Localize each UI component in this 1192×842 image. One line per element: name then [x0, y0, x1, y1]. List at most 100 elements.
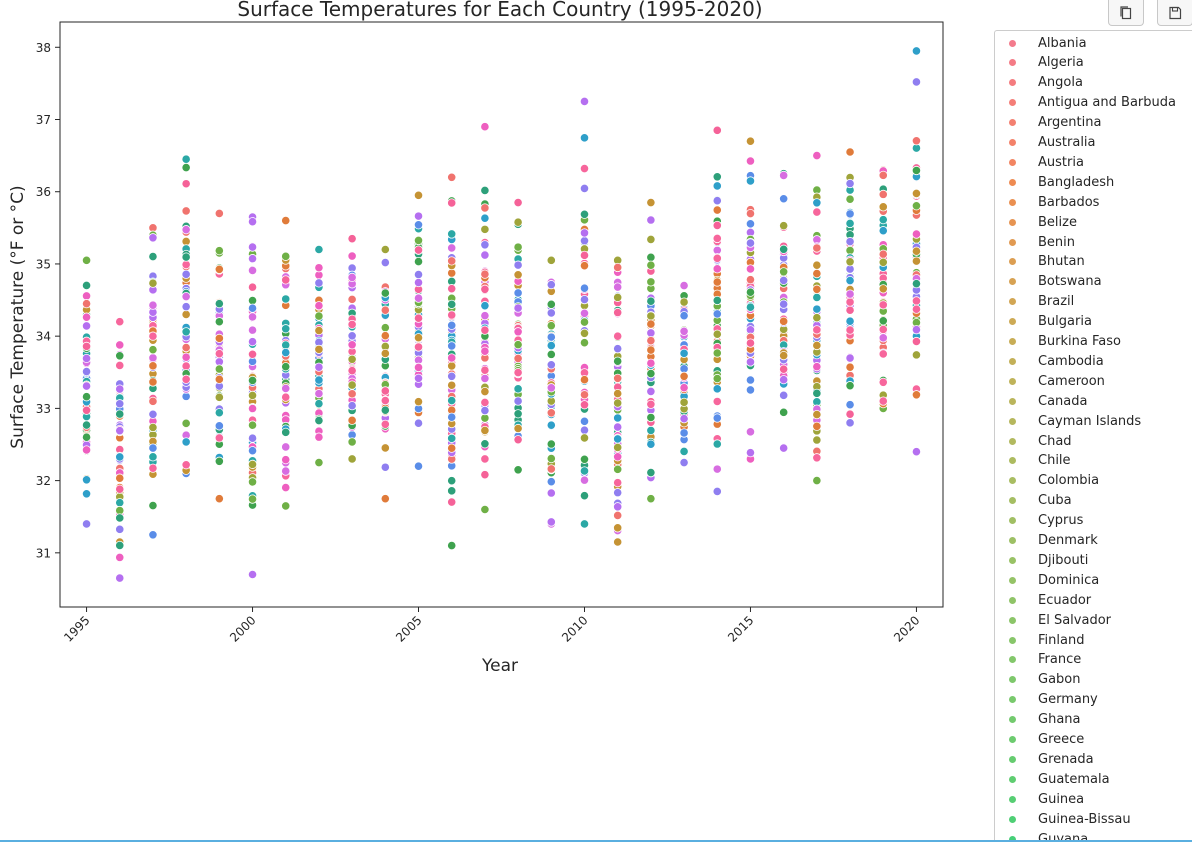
data-point: [546, 349, 556, 359]
legend-item: Argentina: [995, 113, 1101, 133]
data-point: [447, 396, 457, 406]
data-point: [812, 435, 822, 445]
data-point: [845, 275, 855, 286]
data-point: [812, 453, 822, 463]
legend-item: Djibouti: [995, 550, 1088, 570]
y-tick-label: 31: [36, 546, 51, 560]
data-point: [380, 443, 390, 453]
data-point: [181, 460, 191, 470]
legend-item: France: [995, 650, 1081, 670]
data-point: [380, 257, 390, 268]
data-point: [911, 336, 922, 347]
data-point: [480, 365, 490, 375]
data-point: [148, 252, 158, 262]
data-point: [613, 488, 623, 498]
copy-button[interactable]: [1108, 0, 1144, 26]
data-point: [613, 452, 623, 462]
legend-marker: [1009, 795, 1016, 803]
data-point: [447, 243, 457, 253]
data-point: [546, 488, 556, 498]
data-point: [281, 362, 291, 372]
data-point: [347, 380, 357, 390]
chart-title: Surface Temperatures for Each Country (1…: [237, 0, 762, 21]
legend-marker: [1009, 676, 1016, 684]
data-point: [878, 349, 888, 359]
y-tick-label: 35: [36, 257, 51, 271]
data-point: [546, 332, 556, 342]
data-point: [81, 489, 92, 499]
data-point: [712, 348, 722, 358]
data-point: [911, 304, 922, 314]
data-point: [480, 425, 490, 436]
data-point: [480, 250, 490, 260]
data-point: [181, 374, 191, 384]
data-point: [247, 459, 258, 469]
data-point: [281, 324, 291, 334]
data-point: [413, 256, 424, 267]
data-point: [546, 439, 556, 449]
legend-label: Bhutan: [1038, 254, 1085, 270]
data-point: [447, 341, 457, 351]
data-point: [148, 331, 158, 341]
data-point: [447, 486, 457, 496]
legend-item: Gabon: [995, 670, 1081, 690]
data-point: [646, 336, 656, 346]
data-point: [613, 464, 623, 474]
data-point: [281, 482, 291, 493]
legend-label: Guinea: [1038, 791, 1085, 807]
data-point: [779, 221, 789, 231]
data-point: [181, 309, 191, 320]
data-point: [81, 420, 92, 430]
data-point: [214, 408, 224, 418]
data-point: [81, 432, 92, 442]
data-point: [214, 374, 224, 384]
legend-item: Guinea-Bissau: [995, 809, 1131, 829]
legend-item: Burkina Faso: [995, 332, 1121, 352]
data-point: [712, 172, 722, 182]
save-button[interactable]: [1157, 0, 1192, 26]
legend-label: El Salvador: [1038, 612, 1111, 628]
legend-marker: [1009, 119, 1016, 127]
data-point: [646, 412, 656, 423]
data-point: [115, 573, 125, 583]
data-point: [911, 325, 922, 335]
data-point: [115, 540, 125, 551]
data-point: [148, 396, 158, 406]
data-point: [712, 439, 722, 449]
data-point: [480, 373, 490, 384]
data-point: [679, 428, 689, 438]
data-point: [646, 252, 656, 262]
data-point: [447, 433, 457, 443]
data-point: [613, 442, 623, 453]
data-point: [613, 398, 623, 408]
data-point: [413, 362, 424, 373]
data-point: [579, 454, 590, 464]
data-point: [911, 350, 922, 360]
legend-item: Bhutan: [995, 252, 1085, 272]
data-point: [247, 282, 258, 292]
data-point: [712, 220, 722, 231]
data-point: [181, 179, 191, 189]
data-point: [712, 309, 722, 319]
data-point: [214, 494, 224, 504]
data-point: [148, 409, 158, 419]
data-point: [745, 264, 756, 274]
data-point: [613, 282, 623, 292]
data-point: [347, 437, 357, 447]
data-point: [613, 373, 623, 383]
data-point: [646, 358, 656, 368]
data-point: [579, 295, 590, 305]
data-point: [214, 208, 224, 218]
data-point: [413, 397, 424, 407]
y-axis-label: Surface Temperature (°F or °C): [8, 185, 28, 448]
data-point: [148, 233, 158, 243]
data-point: [845, 325, 855, 335]
data-point: [380, 405, 390, 415]
data-point: [413, 211, 424, 221]
data-point: [878, 170, 888, 180]
legend-marker: [1009, 218, 1016, 226]
data-point: [911, 165, 922, 176]
data-point: [579, 250, 590, 260]
copy-icon: [1120, 5, 1132, 19]
data-point: [579, 133, 590, 143]
